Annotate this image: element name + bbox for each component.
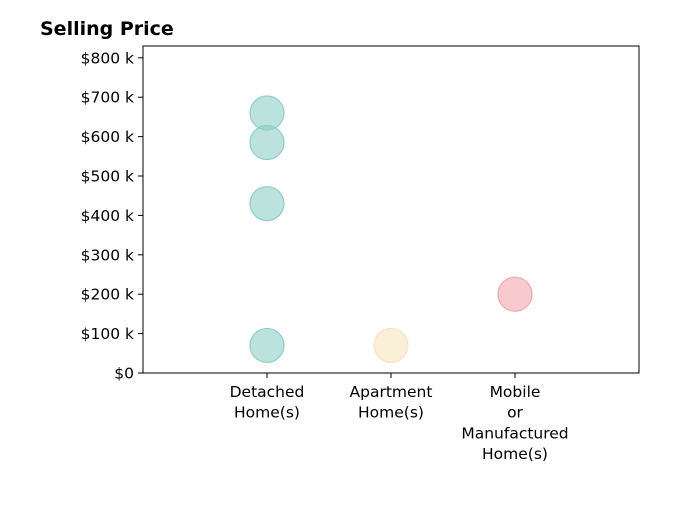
chart-title: Selling Price <box>40 18 174 40</box>
y-tick-label: $200 k <box>81 286 134 304</box>
scatter-point <box>249 327 285 364</box>
x-tick-label: Apartment Home(s) <box>350 383 433 422</box>
y-tick-label: $800 k <box>81 49 134 67</box>
scatter-point <box>249 185 285 222</box>
y-tick-label: $300 k <box>81 246 134 264</box>
y-tick-label: $500 k <box>81 168 134 186</box>
scatter-point <box>249 95 285 131</box>
x-tick-label: Mobile or Manufactured Home(s) <box>461 383 568 463</box>
y-tick-label: $0 <box>114 365 134 383</box>
x-axis: Detached Home(s) Apartment Home(s) Mobile or M… <box>230 373 569 463</box>
scatter-point <box>249 124 285 161</box>
y-tick-label: $100 k <box>81 325 134 343</box>
y-tick-label: $400 k <box>81 207 134 225</box>
plot-area-frame <box>142 45 640 374</box>
y-axis: $0 $100 k $200 k $300 k $400 k $500 k $600 k $7… <box>81 49 143 383</box>
data-points <box>249 95 533 364</box>
scatter-point <box>497 276 533 312</box>
scatter-point <box>373 327 409 364</box>
y-tick-label: $600 k <box>81 128 134 146</box>
y-tick-label: $700 k <box>81 89 134 107</box>
x-tick-label: Detached Home(s) <box>230 383 305 422</box>
